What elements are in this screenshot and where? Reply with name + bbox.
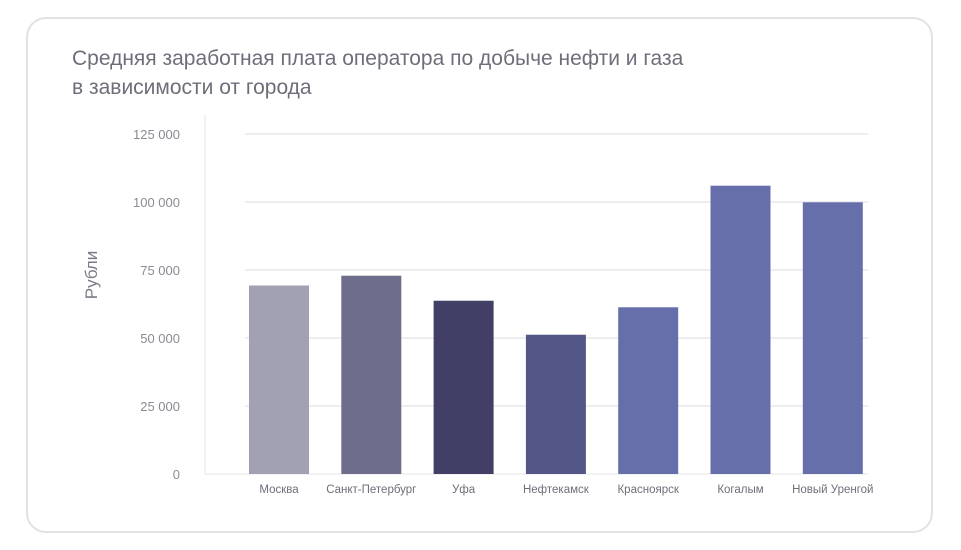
x-tick-label: Новый Уренгой [792, 484, 873, 496]
bar-7 [802, 202, 863, 474]
bar-6 [710, 185, 771, 474]
x-tick-label: Санкт-Петербург [326, 484, 416, 496]
y-tick-label: 0 [173, 467, 180, 482]
bar-1 [249, 285, 309, 474]
bar-4 [525, 334, 586, 474]
x-tick-label: Когалым [717, 484, 763, 496]
y-tick-label: 125 000 [133, 127, 180, 142]
chart-card [26, 17, 933, 533]
x-tick-label: Уфа [452, 484, 476, 496]
chart-title-line-1: Средняя заработная плата оператора по до… [72, 47, 684, 70]
bar-3 [433, 300, 494, 474]
y-tick-label: 50 000 [140, 331, 180, 346]
x-tick-label: Красноярск [617, 484, 679, 496]
y-tick-label: 75 000 [140, 263, 180, 278]
x-tick-label: Москва [259, 484, 299, 496]
x-tick-label: Нефтекамск [523, 484, 590, 496]
chart-title-line-2: в зависимости от города [72, 76, 312, 99]
bar-2 [341, 275, 402, 474]
chart-title: Средняя заработная плата оператора по до… [72, 44, 872, 102]
bar-5 [618, 307, 679, 474]
y-tick-label: 100 000 [133, 195, 180, 210]
y-tick-label: 25 000 [140, 399, 180, 414]
y-axis-label: Рубли [82, 251, 101, 299]
